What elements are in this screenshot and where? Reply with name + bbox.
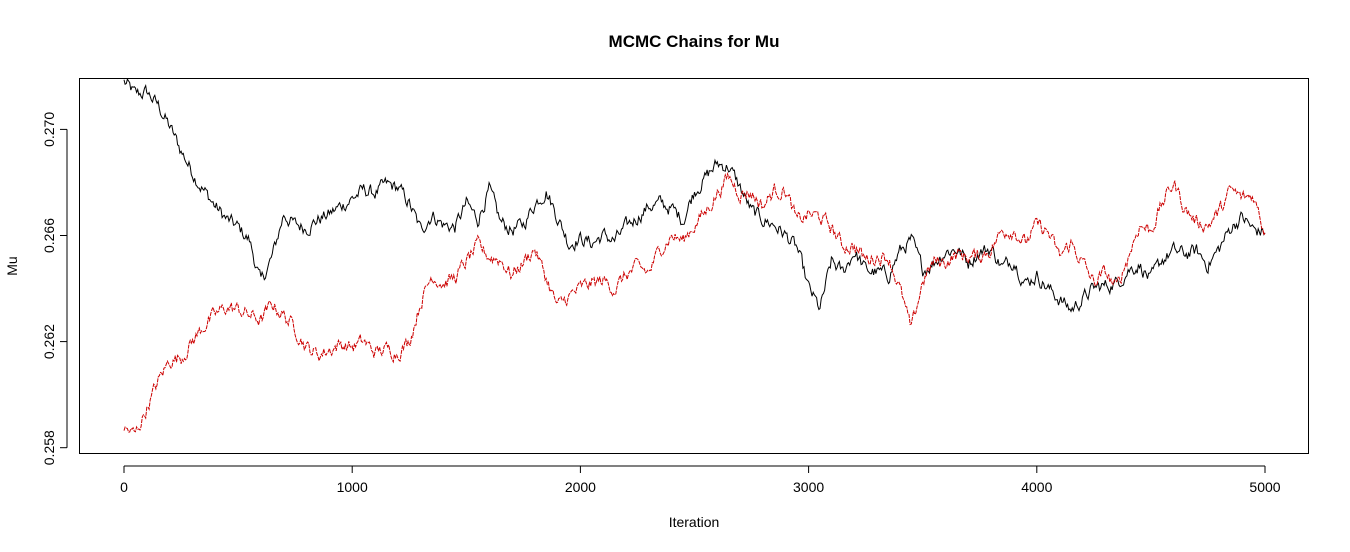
x-tick-label: 4000 [1021, 479, 1052, 495]
y-tick-label: 0.262 [41, 324, 57, 359]
plot-frame [79, 78, 1309, 454]
chain-1-line [123, 77, 1266, 313]
chart-title: MCMC Chains for Mu [609, 32, 780, 51]
y-tick-label: 0.270 [41, 112, 57, 147]
y-axis-label: Mu [4, 256, 20, 275]
y-axis: 0.258 0.262 0.266 0.270 [41, 112, 68, 465]
x-tick-label: 5000 [1249, 479, 1280, 495]
series-layer [123, 77, 1266, 433]
x-tick-label: 2000 [565, 479, 596, 495]
y-tick-label: 0.258 [41, 430, 57, 465]
chain-2-line [123, 171, 1266, 433]
x-tick-label: 0 [120, 479, 128, 495]
x-tick-label: 3000 [793, 479, 824, 495]
x-axis-label: Iteration [669, 514, 720, 530]
x-axis: 0 1000 2000 3000 4000 5000 [120, 465, 1281, 495]
y-tick-label: 0.266 [41, 218, 57, 253]
x-tick-label: 1000 [337, 479, 368, 495]
